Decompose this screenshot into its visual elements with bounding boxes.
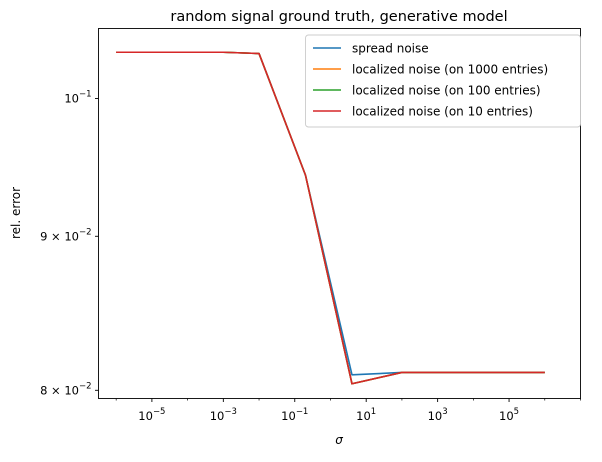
x-tick-label-base: 10	[281, 409, 296, 423]
x-tick-label-exp: −5	[153, 407, 166, 417]
y-tick-label: 10−1	[64, 90, 91, 106]
x-tick-label-base: 10	[138, 409, 153, 423]
x-tick-label: 10−1	[281, 407, 308, 423]
x-tick-label-base: 10	[499, 409, 514, 423]
x-axis-label: σ	[335, 433, 343, 447]
plot-layer	[116, 51, 545, 385]
x-tick-label: 105	[499, 407, 519, 423]
x-tick-label-base: 10	[210, 409, 225, 423]
x-tick-label-exp: −1	[296, 407, 309, 417]
y-tick-label-exp: −2	[79, 227, 92, 237]
y-axis: 10−19 × 10−28 × 10−2	[40, 90, 99, 397]
legend: spread noise localized noise (on 1000 ent…	[305, 34, 581, 128]
x-tick-label-base: 10	[428, 409, 443, 423]
x-tick-label-base: 10	[356, 409, 371, 423]
legend-label: localized noise (on 1000 entries)	[352, 63, 548, 77]
legend-box	[305, 34, 581, 128]
x-tick-label: 101	[356, 407, 376, 423]
x-tick-label-exp: 5	[514, 407, 519, 417]
x-tick-label-exp: 3	[442, 407, 447, 417]
legend-label: spread noise	[352, 42, 429, 56]
x-axis: 10−5 10−3 10−1 101 103 105	[115, 398, 581, 423]
y-tick-label: 8 × 10−2	[40, 381, 91, 397]
y-tick-label-base: 10	[64, 92, 79, 106]
y-tick-label-base: 8 × 10	[40, 383, 79, 397]
x-tick-label: 103	[428, 407, 448, 423]
chart-title: random signal ground truth, generative m…	[170, 9, 507, 25]
x-tick-label: 10−3	[210, 407, 237, 423]
y-tick-label-exp: −1	[79, 90, 92, 100]
series-line-4	[116, 51, 545, 385]
y-tick-label: 9 × 10−2	[40, 227, 91, 243]
y-tick-label-base: 9 × 10	[40, 229, 79, 243]
x-tick-label: 10−5	[138, 407, 165, 423]
legend-label: localized noise (on 100 entries)	[352, 84, 541, 98]
y-axis-label: rel. error	[9, 187, 23, 239]
legend-label: localized noise (on 10 entries)	[352, 105, 533, 119]
plot-frame	[98, 28, 581, 399]
y-tick-label-exp: −2	[79, 381, 92, 391]
x-tick-label-exp: −3	[224, 407, 237, 417]
x-tick-label-exp: 1	[371, 407, 376, 417]
